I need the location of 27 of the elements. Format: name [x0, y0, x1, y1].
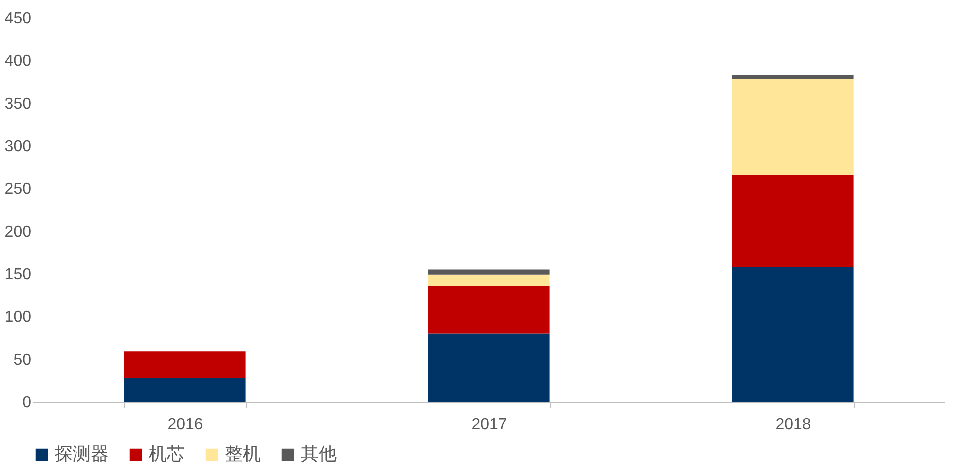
x-tick-label: 2016: [168, 416, 204, 434]
y-tick-label: 0: [22, 394, 32, 412]
legend-label: 探测器: [55, 444, 109, 464]
y-tick-label: 300: [4, 138, 32, 156]
y-tick-label: 100: [4, 309, 32, 326]
legend-label: 机芯: [149, 444, 185, 464]
bar: [732, 75, 854, 80]
y-tick-label: 450: [4, 10, 32, 28]
x-tick-label: 2018: [776, 416, 812, 434]
bar: [428, 334, 550, 402]
bar: [732, 79, 854, 176]
bar: [732, 175, 854, 268]
bar: [428, 270, 550, 275]
y-tick-label: 350: [4, 96, 32, 113]
legend-label: 整机: [225, 444, 261, 464]
bar: [428, 286, 550, 334]
bar: [732, 267, 854, 402]
y-tick-label: 50: [14, 352, 32, 369]
legend-label: 其他: [301, 444, 337, 464]
x-tick-label: 2017: [472, 416, 508, 434]
y-tick-label: 250: [4, 181, 32, 198]
bar: [124, 378, 246, 402]
bar: [124, 352, 246, 378]
y-tick-label: 400: [4, 53, 32, 70]
y-tick-label: 200: [4, 224, 32, 241]
y-tick-label: 150: [4, 266, 32, 284]
bar: [428, 274, 550, 286]
